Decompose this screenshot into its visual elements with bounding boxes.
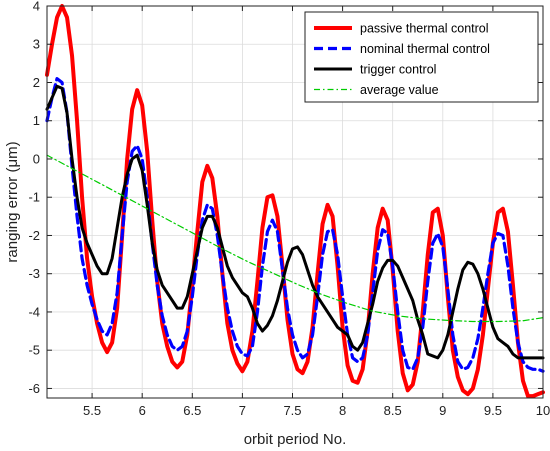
legend-label-3: trigger control	[360, 63, 436, 77]
x-tick-label: 7	[239, 403, 246, 418]
x-tick-label: 10	[536, 403, 550, 418]
series-lines	[45, 4, 545, 399]
x-tick-label: 8.5	[384, 403, 402, 418]
y-tick-label: -5	[28, 343, 40, 358]
legend-label-1: passive thermal control	[360, 22, 489, 36]
x-tick-label: 6	[139, 403, 146, 418]
y-tick-labels: -6 -5 -4 -3 -2 -1 0 1 2 3 4	[28, 0, 40, 396]
y-tick-label: -2	[28, 228, 40, 243]
x-tick-labels: 5.5 6 6.5 7 7.5 8 8.5 9 9.5 10	[83, 403, 550, 418]
y-tick-label: 0	[33, 151, 40, 166]
x-tick-label: 8	[339, 403, 346, 418]
y-tick-label: -6	[28, 381, 40, 396]
x-tick-label: 9.5	[484, 403, 502, 418]
plot-frame	[46, 5, 544, 399]
y-axis-label: ranging error (μm)	[4, 141, 21, 262]
legend: passive thermal control nominal thermal c…	[304, 11, 539, 103]
series-line-4	[46, 154, 544, 323]
y-tick-label: 2	[33, 75, 40, 90]
tick-marks	[47, 5, 544, 398]
series-line-3	[45, 84, 545, 360]
y-tick-label: -3	[28, 266, 40, 281]
y-tick-label: 3	[33, 37, 40, 52]
x-tick-label: 6.5	[183, 403, 201, 418]
x-tick-label: 5.5	[83, 403, 101, 418]
legend-label-4: average value	[360, 83, 439, 97]
x-axis-label: orbit period No.	[244, 431, 347, 448]
y-tick-label: -4	[28, 304, 40, 319]
legend-label-2: nominal thermal control	[360, 42, 490, 56]
y-tick-label: -1	[28, 190, 40, 205]
x-tick-label: 9	[439, 403, 446, 418]
y-tick-label: 4	[33, 0, 40, 14]
x-tick-label: 7.5	[283, 403, 301, 418]
series-line-1	[45, 4, 545, 399]
y-tick-label: 1	[33, 113, 40, 128]
